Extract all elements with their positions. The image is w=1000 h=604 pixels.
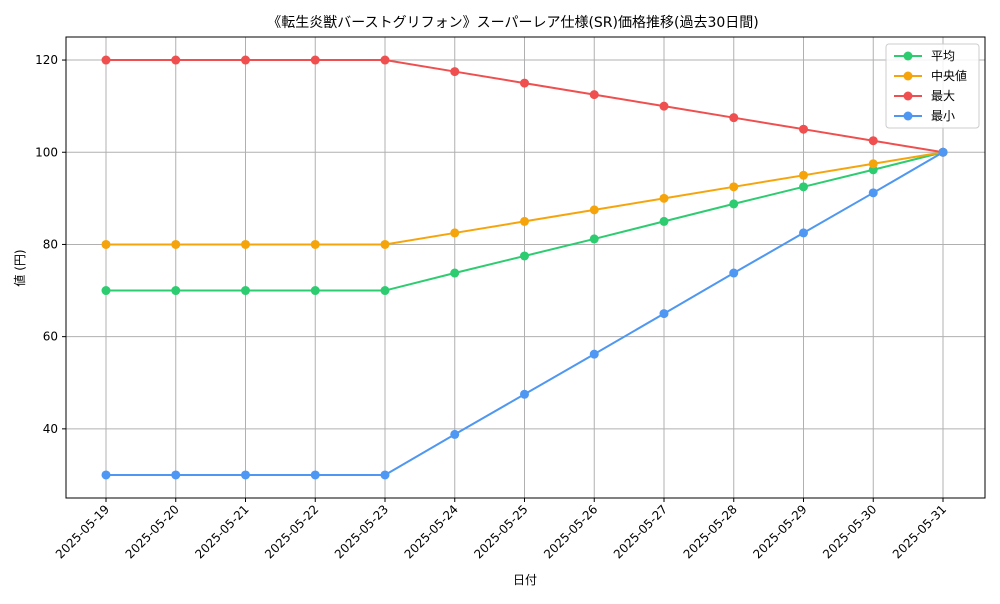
chart-title: 《転生炎獣バーストグリフォン》スーパーレア仕様(SR)価格推移(過去30日間) [267, 15, 758, 31]
data-point [310, 239, 320, 249]
legend-marker [903, 71, 913, 81]
y-tick-label: 80 [43, 237, 58, 251]
data-point [241, 286, 250, 296]
data-point [171, 470, 181, 480]
data-point [101, 470, 111, 480]
data-point [799, 228, 808, 238]
data-point [450, 67, 460, 77]
x-tick-label: 2025-05-19 [53, 502, 112, 561]
legend-marker [903, 51, 913, 61]
data-point [589, 234, 599, 244]
data-point [659, 101, 669, 111]
data-point [729, 199, 739, 209]
legend-label: 最大 [931, 89, 955, 103]
data-point [868, 159, 878, 169]
data-point [450, 429, 460, 439]
legend-label: 最小 [931, 109, 955, 123]
data-point [101, 239, 111, 249]
axis-ticks: 2025-05-19 2025-05-20 2025-05-21 2025-05-22… [35, 53, 949, 561]
data-point [380, 470, 390, 480]
data-point [171, 286, 181, 296]
data-point [171, 239, 181, 249]
y-tick-label: 100 [35, 145, 58, 159]
series-1 [101, 147, 948, 249]
data-point [310, 470, 320, 480]
legend-item: 最小 [894, 109, 955, 123]
data-point [380, 55, 390, 65]
series-3 [101, 147, 948, 480]
data-point [450, 268, 460, 278]
data-point [450, 228, 460, 238]
x-tick-label: 2025-05-23 [332, 502, 391, 561]
legend-box [885, 43, 980, 129]
y-axis-title: 値 (円) [12, 249, 27, 286]
legend-marker [903, 111, 913, 121]
x-tick-label: 2025-05-22 [262, 502, 321, 561]
plot-frame [65, 36, 986, 499]
data-point [729, 268, 739, 278]
data-point [310, 55, 320, 65]
x-tick-label: 2025-05-25 [471, 502, 530, 561]
legend-item: 最大 [894, 89, 955, 103]
x-tick-label: 2025-05-31 [890, 502, 949, 561]
legend-item: 平均 [894, 49, 955, 63]
x-tick-label: 2025-05-24 [402, 502, 461, 561]
data-point [171, 55, 181, 65]
y-tick-label: 40 [43, 422, 58, 436]
data-point [310, 286, 320, 296]
series-layer [101, 55, 948, 480]
x-tick-label: 2025-05-26 [541, 502, 600, 561]
data-point [659, 309, 669, 319]
y-tick-label: 120 [35, 53, 58, 67]
data-point [799, 170, 808, 180]
data-point [101, 286, 111, 296]
data-point [589, 90, 599, 100]
data-point [380, 286, 390, 296]
x-axis-title: 日付 [513, 573, 537, 587]
x-tick-label: 2025-05-27 [611, 502, 670, 561]
grid-lines [66, 37, 985, 498]
x-tick-label: 2025-05-29 [750, 502, 809, 561]
data-point [938, 147, 948, 157]
data-point [520, 78, 529, 88]
x-tick-label: 2025-05-20 [123, 502, 182, 561]
data-point [589, 205, 599, 215]
data-point [799, 182, 808, 192]
data-point [799, 124, 808, 134]
data-point [589, 349, 599, 359]
x-tick-label: 2025-05-28 [681, 502, 740, 561]
data-point [520, 389, 529, 399]
data-point [659, 216, 669, 226]
data-point [729, 182, 739, 192]
data-point [241, 470, 250, 480]
legend-marker [903, 91, 913, 101]
data-point [520, 251, 529, 261]
x-tick-label: 2025-05-21 [192, 502, 251, 561]
data-point [729, 113, 739, 123]
x-tick-label: 2025-05-30 [820, 502, 879, 561]
data-point [520, 216, 529, 226]
legend-label: 平均 [931, 49, 955, 63]
legend-label: 中央値 [931, 68, 967, 83]
legend-item: 中央値 [894, 68, 967, 83]
data-point [659, 193, 669, 203]
data-point [380, 239, 390, 249]
data-point [241, 239, 250, 249]
series-2 [101, 55, 948, 157]
data-point [868, 188, 878, 198]
data-point [868, 136, 878, 146]
data-point [101, 55, 111, 65]
data-point [241, 55, 250, 65]
y-tick-label: 60 [43, 330, 58, 344]
